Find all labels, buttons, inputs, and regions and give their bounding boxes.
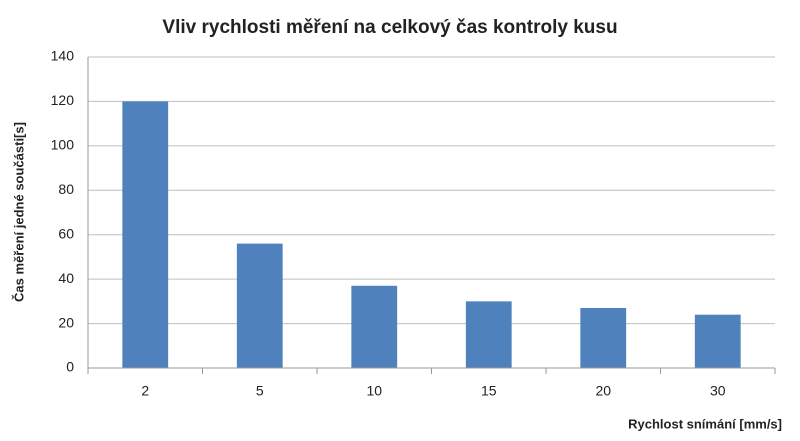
bar (694, 314, 741, 368)
y-tick-label: 100 (51, 137, 75, 153)
y-tick-label: 0 (66, 359, 74, 375)
y-tick-label: 60 (58, 225, 74, 241)
y-tick-label: 140 (51, 48, 75, 64)
x-tick-label: 15 (481, 383, 497, 399)
bar (122, 101, 169, 368)
x-axis-title: Rychlost snímání [mm/s] (628, 416, 782, 431)
bar (236, 243, 283, 368)
y-tick-label: 20 (58, 314, 74, 330)
bar (465, 301, 512, 368)
x-tick-label: 5 (256, 383, 264, 399)
bar (580, 308, 627, 368)
x-tick-label: 10 (366, 383, 382, 399)
x-tick-label: 2 (141, 383, 149, 399)
x-tick-label: 20 (595, 383, 611, 399)
y-axis-title: Čas měření jedné součásti[s] (11, 122, 26, 302)
y-tick-label: 80 (58, 181, 74, 197)
chart-title: Vliv rychlosti měření na celkový čas kon… (162, 17, 617, 38)
bar (351, 285, 398, 368)
x-tick-label: 30 (710, 383, 726, 399)
y-tick-label: 120 (51, 92, 75, 108)
y-tick-label: 40 (58, 270, 74, 286)
